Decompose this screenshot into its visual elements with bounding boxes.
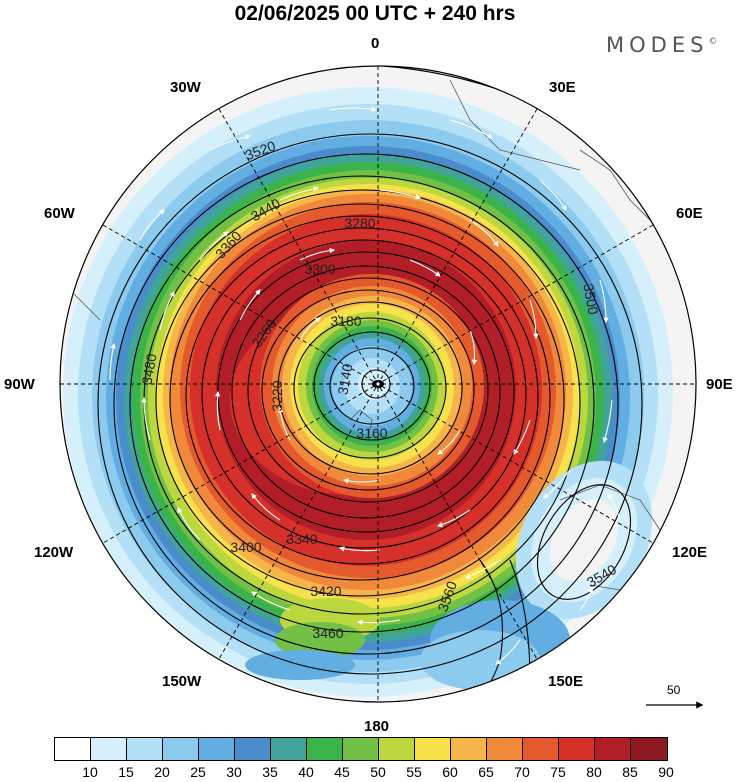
colorbar-swatch <box>379 738 415 760</box>
colorbar-swatch <box>523 738 559 760</box>
colorbar-swatch <box>451 738 487 760</box>
colorbar-tick-label: 55 <box>406 764 422 780</box>
colorbar-tick-label: 40 <box>298 764 314 780</box>
colorbar-tick-label: 65 <box>478 764 494 780</box>
wind-vectors <box>109 106 621 665</box>
colorbar-swatch <box>631 738 667 760</box>
contour-label: 3300 <box>304 261 335 277</box>
contour-label: 3340 <box>286 531 317 547</box>
colorbar-tick-label: 60 <box>442 764 458 780</box>
contour-label: 3180 <box>330 313 361 329</box>
contour-label: 3460 <box>312 625 343 641</box>
longitude-label: 90E <box>706 376 733 393</box>
colorbar-tick-label: 90 <box>658 764 674 780</box>
colorbar-tick-label: 50 <box>370 764 386 780</box>
colorbar-tick-label: 80 <box>586 764 602 780</box>
longitude-label: 60W <box>44 205 75 222</box>
colorbar-swatch <box>235 738 271 760</box>
colorbar-swatch <box>271 738 307 760</box>
colorbar-tick-label: 70 <box>514 764 530 780</box>
colorbar-swatch <box>127 738 163 760</box>
colorbar-tick-label: 15 <box>118 764 134 780</box>
contour-label: 3280 <box>344 215 375 231</box>
longitude-label: 180 <box>364 718 390 735</box>
longitude-label: 0 <box>371 35 380 52</box>
colorbar-swatch <box>55 738 91 760</box>
colorbar-swatch <box>163 738 199 760</box>
contour-label: 3400 <box>230 539 261 555</box>
contour-label: 3500 <box>580 282 601 316</box>
contour-label: 3420 <box>310 583 341 599</box>
colorbar-swatch <box>343 738 379 760</box>
map-boundary <box>59 65 697 703</box>
contour-label: 3480 <box>138 352 159 386</box>
longitude-label: 150W <box>162 673 202 690</box>
colorbar-swatch <box>91 738 127 760</box>
longitude-label: 120E <box>672 544 708 561</box>
colorbar-tick-label: 35 <box>262 764 278 780</box>
longitude-label: 30E <box>549 79 576 96</box>
map-title: 02/06/2025 00 UTC + 240 hrs <box>234 2 516 25</box>
wind-speed-field <box>60 66 696 702</box>
colorbar-tick-label: 30 <box>226 764 242 780</box>
colorbar-ticks: 10 15 20 25 30 35 40 45 50 55 60 65 70 75 80 85 90 <box>54 764 704 782</box>
wind-reference-label: 50 <box>667 683 681 697</box>
contour-label: 3220 <box>269 380 285 411</box>
colorbar-swatch <box>307 738 343 760</box>
longitude-label: 150E <box>548 673 584 690</box>
colorbar-tick-label: 45 <box>334 764 350 780</box>
longitude-label: 60E <box>676 205 703 222</box>
colorbar-swatch <box>595 738 631 760</box>
brand-logo: MODES© <box>606 33 718 57</box>
contour-label: 3140 <box>334 362 355 396</box>
colorbar-tick-label: 25 <box>190 764 206 780</box>
contour-label: 3160 <box>356 425 387 441</box>
colorbar-swatch <box>487 738 523 760</box>
colorbar-swatch <box>559 738 595 760</box>
colorbar-tick-label: 20 <box>154 764 170 780</box>
longitude-label: 90W <box>4 376 35 393</box>
colorbar-tick-label: 85 <box>622 764 638 780</box>
longitude-label: 30W <box>170 79 201 96</box>
longitude-label: 120W <box>34 544 74 561</box>
colorbar-tick-label: 75 <box>550 764 566 780</box>
colorbar-swatch <box>415 738 451 760</box>
colorbar <box>54 737 668 761</box>
colorbar-tick-label: 10 <box>82 764 98 780</box>
colorbar-swatch <box>199 738 235 760</box>
